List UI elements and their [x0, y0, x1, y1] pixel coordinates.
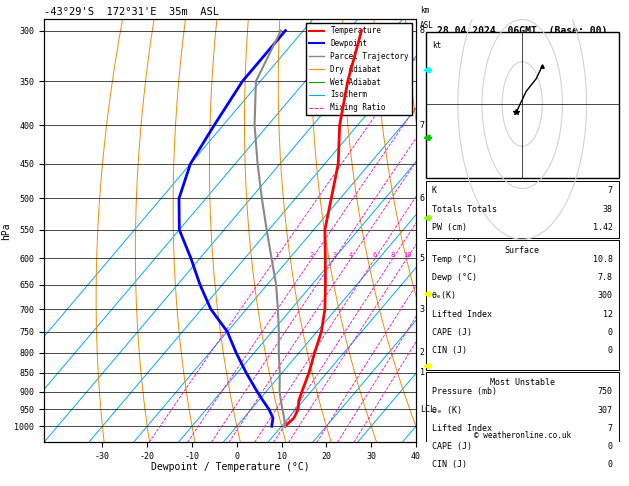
- Text: Pressure (mb): Pressure (mb): [431, 387, 497, 397]
- Text: 0: 0: [608, 328, 613, 337]
- Text: 8: 8: [391, 252, 395, 259]
- Text: 28.04.2024  06GMT  (Base: 00): 28.04.2024 06GMT (Base: 00): [437, 26, 608, 36]
- Text: 3: 3: [420, 305, 425, 313]
- Text: 15: 15: [429, 252, 438, 259]
- Text: 1.42: 1.42: [593, 223, 613, 232]
- Text: 2: 2: [420, 348, 425, 357]
- Text: 7: 7: [608, 187, 613, 195]
- Text: CIN (J): CIN (J): [431, 460, 467, 469]
- Text: 7: 7: [420, 121, 425, 130]
- Bar: [426, 180, 619, 238]
- Text: Most Unstable: Most Unstable: [490, 379, 555, 387]
- Text: 10.8: 10.8: [593, 255, 613, 264]
- Text: PW (cm): PW (cm): [431, 223, 467, 232]
- Text: Totals Totals: Totals Totals: [431, 205, 497, 213]
- Text: Temp (°C): Temp (°C): [431, 255, 477, 264]
- Text: 38: 38: [603, 205, 613, 213]
- Text: 12: 12: [603, 310, 613, 319]
- Text: Lifted Index: Lifted Index: [431, 310, 492, 319]
- Text: -43°29'S  172°31'E  35m  ASL: -43°29'S 172°31'E 35m ASL: [44, 7, 219, 17]
- Text: 20: 20: [448, 252, 457, 259]
- Bar: [426, 372, 619, 484]
- Text: 5: 5: [420, 254, 425, 263]
- Text: 10: 10: [403, 252, 411, 259]
- Text: CAPE (J): CAPE (J): [431, 442, 472, 451]
- Text: 25: 25: [464, 252, 472, 259]
- Text: kt: kt: [431, 41, 441, 50]
- Text: ASL: ASL: [420, 21, 433, 30]
- Text: © weatheronline.co.uk: © weatheronline.co.uk: [474, 431, 571, 440]
- Text: θₑ (K): θₑ (K): [431, 406, 462, 415]
- Text: 3: 3: [332, 252, 337, 259]
- Text: 307: 307: [598, 406, 613, 415]
- Text: Lifted Index: Lifted Index: [431, 424, 492, 433]
- Text: CAPE (J): CAPE (J): [431, 328, 472, 337]
- Text: Mixing Ratio (g/kg): Mixing Ratio (g/kg): [453, 183, 462, 278]
- Legend: Temperature, Dewpoint, Parcel Trajectory, Dry Adiabat, Wet Adiabat, Isotherm, Mi: Temperature, Dewpoint, Parcel Trajectory…: [306, 23, 412, 115]
- Text: 0: 0: [608, 442, 613, 451]
- Text: K: K: [431, 187, 437, 195]
- Text: 0: 0: [608, 460, 613, 469]
- Text: km: km: [420, 6, 429, 15]
- Text: 2: 2: [310, 252, 314, 259]
- Bar: [426, 32, 619, 178]
- Text: 1: 1: [274, 252, 278, 259]
- Y-axis label: hPa: hPa: [1, 222, 11, 240]
- Text: θₑ(K): θₑ(K): [431, 292, 457, 300]
- Text: 4: 4: [349, 252, 353, 259]
- X-axis label: Dewpoint / Temperature (°C): Dewpoint / Temperature (°C): [151, 462, 309, 472]
- Text: 0: 0: [608, 346, 613, 355]
- Text: 8: 8: [420, 26, 425, 35]
- Text: 300: 300: [598, 292, 613, 300]
- Text: LCL: LCL: [420, 405, 435, 414]
- Text: 7: 7: [608, 424, 613, 433]
- Text: Surface: Surface: [504, 246, 540, 255]
- Text: 750: 750: [598, 387, 613, 397]
- Text: 6: 6: [420, 194, 425, 203]
- Bar: [426, 240, 619, 370]
- Text: 7.8: 7.8: [598, 273, 613, 282]
- Text: CIN (J): CIN (J): [431, 346, 467, 355]
- Text: Dewp (°C): Dewp (°C): [431, 273, 477, 282]
- Text: 6: 6: [373, 252, 377, 259]
- Text: 1: 1: [420, 368, 425, 377]
